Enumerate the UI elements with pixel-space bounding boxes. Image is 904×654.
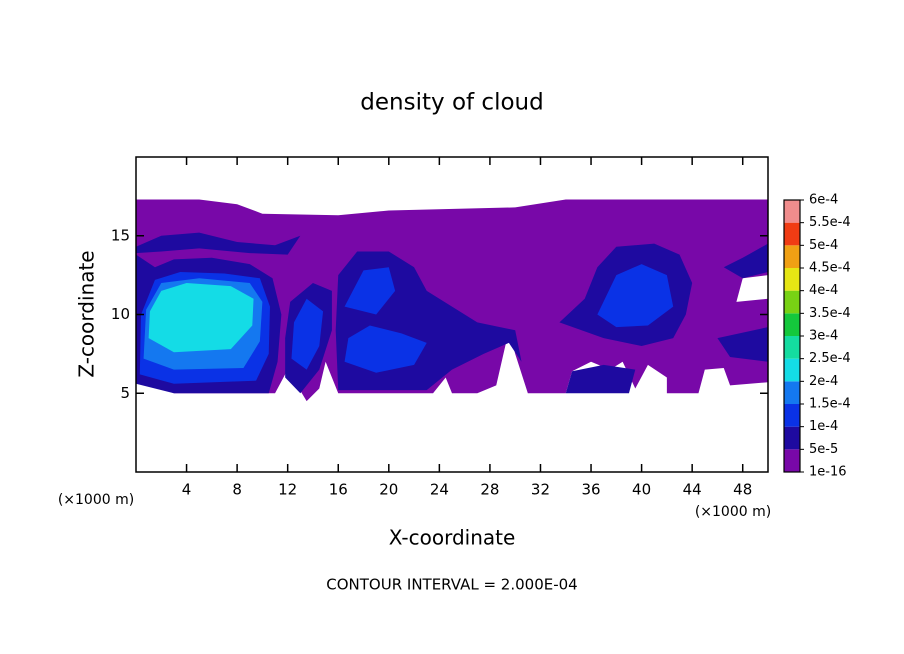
annotation: CONTOUR INTERVAL = 2.000E-04 [326,576,577,594]
colorbar-label: 1.5e-4 [809,397,851,412]
chart-title: density of cloud [360,90,543,116]
colorbar-label: 3e-4 [809,329,838,344]
x-tick-label: 12 [278,481,297,499]
colorbar-label: 5.5e-4 [809,215,851,230]
colorbar-band [784,426,800,450]
x-tick-label: 32 [531,481,550,499]
colorbar-label: 4e-4 [809,283,838,298]
x-tick-label: 36 [581,481,600,499]
colorbar-label: 3.5e-4 [809,306,851,321]
contour-region [344,267,396,315]
colorbar-band [784,336,800,359]
x-tick-label: 48 [733,481,752,499]
contour-region [565,364,636,394]
colorbar-band [784,245,800,268]
colorbar-label: 5e-4 [809,238,838,253]
colorbar-band [784,358,800,382]
colorbar-label: 2e-4 [809,374,838,389]
x-tick-label: 20 [379,481,398,499]
y-tick-label: 15 [111,226,130,244]
colorbar-label: 6e-4 [809,193,838,208]
contour-region [291,298,324,370]
colorbar-band [784,313,800,336]
x-unit: (×1000 m) [695,504,771,520]
colorbar-band [784,449,800,472]
contour-region [723,243,768,279]
x-axis-label: X-coordinate [389,526,516,550]
colorbar-band [784,404,800,427]
x-tick-label: 16 [329,481,348,499]
contour-region [148,283,254,353]
x-tick-label: 4 [182,481,192,499]
colorbar-band [784,290,800,314]
colorbar-band [784,222,800,246]
x-tick-label: 44 [683,481,702,499]
colorbar-band [784,200,800,223]
colorbar-label: 4.5e-4 [809,261,851,276]
contour-region [344,325,427,373]
x-tick-label: 24 [430,481,449,499]
colorbar-band [784,381,800,404]
colorbar-label: 5e-5 [809,442,838,457]
colorbar-label: 2.5e-4 [809,351,851,366]
y-tick-label: 5 [120,384,130,402]
colorbar-band [784,268,800,291]
y-unit: (×1000 m) [58,492,134,508]
contour-region [717,327,768,362]
contour-region [136,232,301,255]
plot-area [136,199,768,402]
colorbar-label: 1e-4 [809,419,838,434]
colorbar-label: 1e-16 [809,465,847,480]
x-tick-label: 40 [632,481,651,499]
y-tick-label: 10 [111,305,130,323]
y-axis-label: Z-coordinate [75,250,99,377]
x-tick-label: 28 [480,481,499,499]
contour-region [597,264,674,328]
x-tick-label: 8 [232,481,242,499]
